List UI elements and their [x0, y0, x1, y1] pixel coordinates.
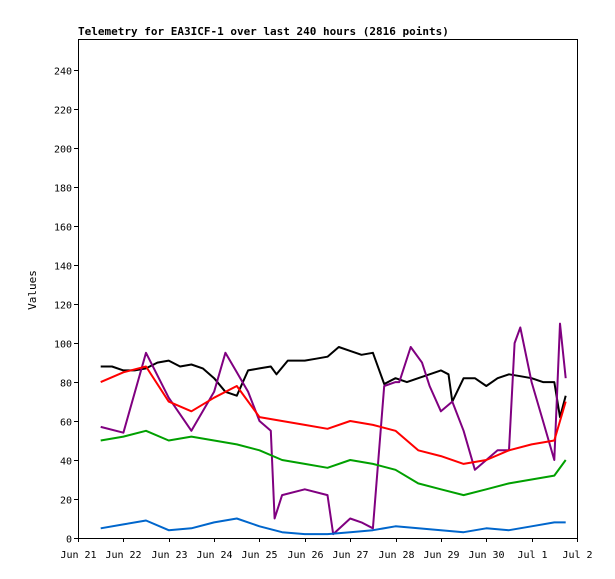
- plot-area: 0 20 40 60 80 100 120 140 160 180 200 220 240 Jun 21…: [54, 39, 593, 561]
- x-tick-label: Jun 25: [241, 550, 277, 561]
- y-tick-label: 240: [54, 67, 72, 78]
- y-tick-label: 40: [60, 457, 72, 468]
- y-tick-label: 100: [54, 340, 72, 351]
- y-tick-label: 20: [60, 496, 72, 507]
- y-tick-label: 160: [54, 223, 72, 234]
- y-tick-label: 0: [66, 535, 72, 546]
- series-line-1: [100, 322, 567, 536]
- x-tick-label: Jun 28: [378, 550, 414, 561]
- x-tick-label: Jul 2: [562, 550, 592, 561]
- series-layer: [100, 322, 567, 536]
- series-line-0: [100, 346, 567, 419]
- x-tick-label: Jun 24: [196, 550, 232, 561]
- x-tick-label: Jun 29: [423, 550, 459, 561]
- x-tick-label: Jul 1: [517, 550, 547, 561]
- chart-title: Telemetry for EA3ICF-1 over last 240 hou…: [78, 25, 449, 38]
- x-tick-label: Jun 27: [332, 550, 368, 561]
- y-tick-label: 120: [54, 301, 72, 312]
- y-tick-label: 60: [60, 418, 72, 429]
- y-tick-label: 140: [54, 262, 72, 273]
- series-line-2: [100, 365, 567, 465]
- x-axis: Jun 21 Jun 22 Jun 23 Jun 24 Jun 25 Jun 26 Jun …: [60, 538, 593, 561]
- y-tick-label: 200: [54, 145, 72, 156]
- y-axis-label: Values: [26, 270, 39, 310]
- y-tick-label: 220: [54, 106, 72, 117]
- x-tick-label: Jun 23: [151, 550, 187, 561]
- y-axis: 0 20 40 60 80 100 120 140 160 180 200 220 240: [54, 67, 78, 546]
- x-tick-label: Jun 30: [468, 550, 504, 561]
- x-tick-label: Jun 22: [105, 550, 141, 561]
- series-line-3: [100, 429, 567, 497]
- x-tick-label: Jun 26: [287, 550, 323, 561]
- series-line-4: [100, 517, 566, 536]
- y-tick-label: 180: [54, 184, 72, 195]
- y-tick-label: 80: [60, 379, 72, 390]
- x-tick-label: Jun 21: [60, 550, 96, 561]
- plot-frame: [78, 39, 578, 539]
